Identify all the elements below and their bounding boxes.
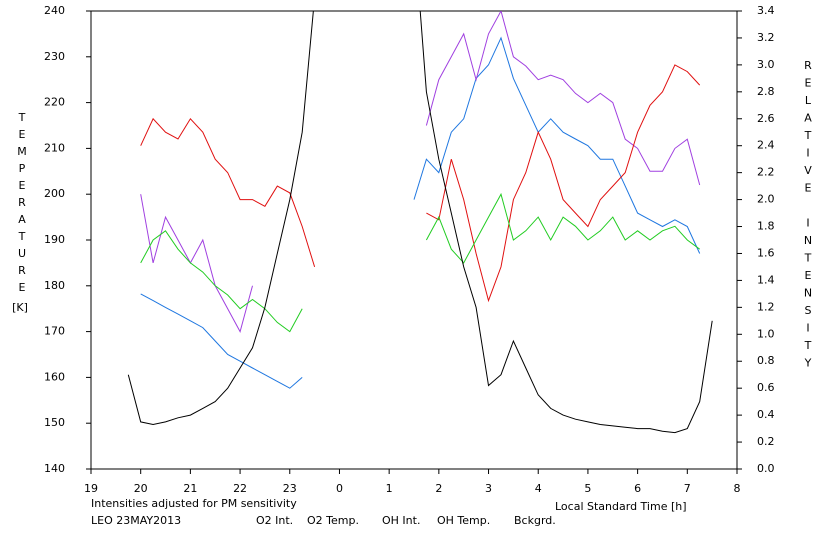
x-tick-label: 2 [435,482,442,495]
y2-tick-label: 3.4 [757,4,775,17]
x-tick-label: 6 [634,482,641,495]
y2-tick-label: 0.6 [757,381,775,394]
y2-tick-label: 2.2 [757,166,775,179]
x-tick-label: 22 [233,482,247,495]
y2-tick-label: 2.6 [757,112,775,125]
plot-frame [90,10,738,470]
annotation: LEO 23MAY2013 [91,514,181,527]
y2-tick-label: 3.2 [757,31,775,44]
y-tick-label: 140 [44,462,65,475]
y2-tick-label: 1.6 [757,246,775,259]
series-line [140,192,700,333]
y-tick-label: 170 [44,325,65,338]
y-tick-label: 190 [44,233,65,246]
y-tick-label: 230 [44,50,65,63]
y2-tick-label: 1.8 [757,220,775,233]
legend-entry: O2 Int. [256,514,293,527]
x-tick-label: 19 [84,482,98,495]
y-tick-label: 180 [44,279,65,292]
x-tick-label: 23 [283,482,297,495]
x-tick-label: 0 [336,482,343,495]
series-line [140,64,701,303]
y-axis-unit: [K] [12,301,28,314]
x-tick-label: 3 [485,482,492,495]
y2-tick-label: 1.4 [757,273,775,286]
x-tick-label: 21 [183,482,197,495]
y2-tick-label: 2.8 [757,85,775,98]
x-tick-label: 5 [584,482,591,495]
x-axis-label: Local Standard Time [h] [555,500,687,513]
legend-entry: OH Temp. [437,514,490,527]
series-line [140,36,701,389]
y2-tick-label: 0.8 [757,354,775,367]
x-tick-label: 7 [684,482,691,495]
y-tick-label: 200 [44,187,65,200]
series-line [140,11,701,333]
y-tick-label: 220 [44,96,65,109]
y-tick-label: 240 [44,4,65,17]
y2-tick-label: 3.0 [757,58,775,71]
legend-entry: O2 Temp. [307,514,359,527]
y2-tick-label: 0.4 [757,408,775,421]
y2-tick-label: 1.2 [757,300,775,313]
y-tick-label: 150 [44,416,65,429]
legend-entry: Bckgrd. [514,514,556,527]
plot-lines [127,11,713,434]
x-tick-label: 4 [535,482,542,495]
x-tick-label: 8 [734,482,741,495]
annotation: Intensities adjusted for PM sensitivity [91,497,297,510]
x-tick-label: 1 [386,482,393,495]
y2-tick-label: 0.0 [757,462,775,475]
y2-tick-label: 1.0 [757,327,775,340]
y2-tick-label: 2.0 [757,193,775,206]
y-tick-label: 210 [44,141,65,154]
y2-tick-label: 0.2 [757,435,775,448]
series-line [127,11,713,434]
y2-tick-label: 2.4 [757,139,775,152]
y-tick-label: 160 [44,370,65,383]
legend-entry: OH Int. [382,514,420,527]
x-tick-label: 20 [134,482,148,495]
